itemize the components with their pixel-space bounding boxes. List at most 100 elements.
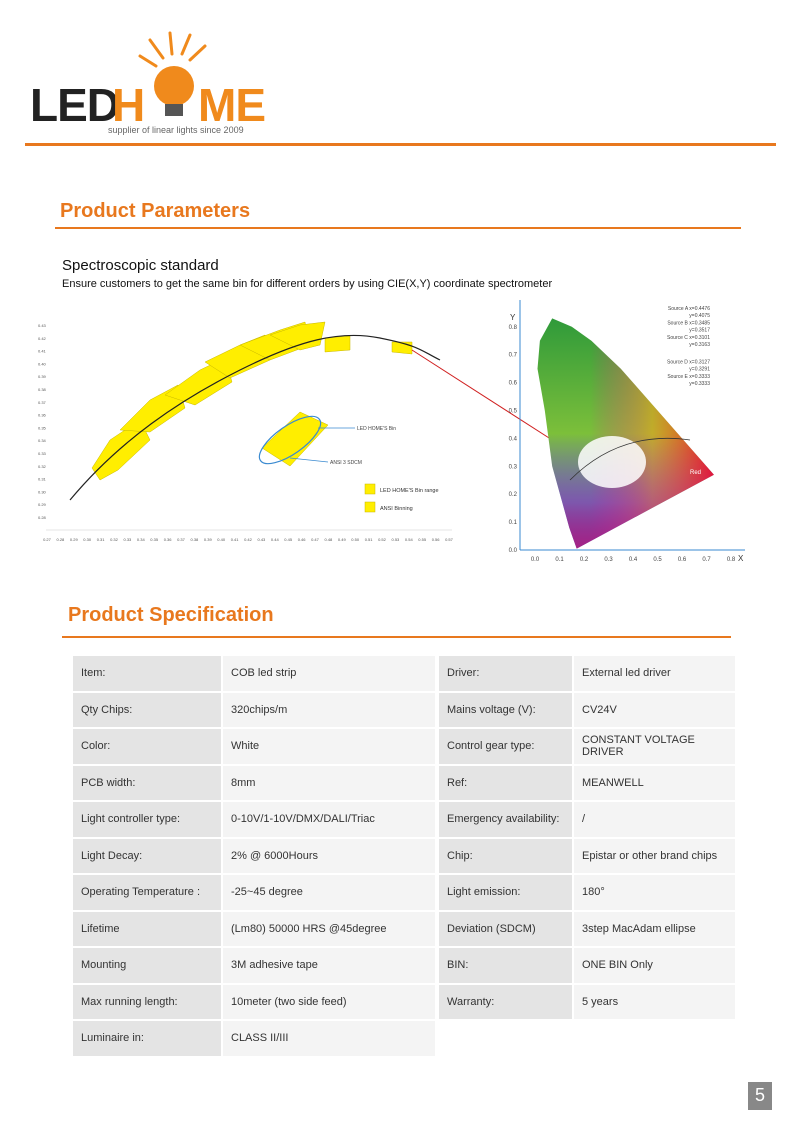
y-tick-label: 0.36 [38,413,47,418]
page-number: 5 [754,1085,765,1105]
x-tick-label: 0.53 [392,537,401,542]
spec-row: Max running length: 10meter (two side fee… [73,984,435,1019]
spec-row: Ref: MEANWELL [439,765,735,800]
source-label: y=0.3517 [689,328,710,334]
x-tick-label: 0.28 [57,537,66,542]
x-tick-label: 0.35 [150,537,159,542]
spec-row: Warranty: 5 years [439,984,735,1019]
x-tick-label: 0.55 [418,537,427,542]
spec-label: Light controller type: [73,802,221,837]
spec-table-left: Item: COB led strip Qty Chips: 320chips/m Co… [71,654,437,1058]
y-tick-label: 0.32 [38,464,47,469]
spec-value: CLASS II/III [223,1021,435,1056]
logo [138,31,207,116]
x-tick-label: 0.29 [70,537,79,542]
x-tick-label: 0.45 [284,537,293,542]
source-label: Source E x=0.3333 [667,374,710,380]
x-tick-label: 0.56 [432,537,441,542]
section-title: Product Specification [68,604,274,626]
x-tick-label: 0.46 [298,537,307,542]
y-tick-label: 0.29 [38,502,47,507]
y-axis-label: Y [510,313,516,322]
x-tick-label: 0.34 [137,537,146,542]
sdcm-label: ANSI 3 SDCM [330,460,362,466]
spec-row: Light controller type: 0-10V/1-10V/DMX/DA… [73,802,435,837]
x-tick-label: 0.47 [311,537,320,542]
logo-h: H [112,79,146,131]
x-tick-label: 0.27 [43,537,52,542]
spec-row: PCB width: 8mm [73,765,435,800]
y-tick-label: 0.39 [38,374,47,379]
x-tick-label: 0.31 [97,537,106,542]
header-rule [25,143,776,146]
spec-value: 180° [574,875,735,910]
spec-label: PCB width: [73,765,221,800]
spec-label: Warranty: [439,984,572,1019]
spec-label: Deviation (SDCM) [439,911,572,946]
x-tick-label: 0.51 [365,537,374,542]
spec-row: Driver: External led driver [439,656,735,691]
source-label: Source A x=0.4476 [668,306,710,312]
spec-value: 2% @ 6000Hours [223,838,435,873]
logo-led: LED [30,79,120,131]
spec-value: CONSTANT VOLTAGE DRIVER [574,729,735,764]
spec-label: Ref: [439,765,572,800]
spec-row: Emergency availability: / [439,802,735,837]
x-tick-label: 0.37 [177,537,186,542]
spec-label: Emergency availability: [439,802,572,837]
spec-row: BIN: ONE BIN Only [439,948,735,983]
spec-label: Light Decay: [73,838,221,873]
spec-label: Mains voltage (V): [439,692,572,727]
source-label: y=0.3333 [689,381,710,387]
x-tick-label: 0.50 [351,537,360,542]
y-tick-label: 0.2 [509,492,518,498]
y-tick-label: 0.34 [38,438,47,443]
spec-row: Lifetime (Lm80) 50000 HRS @45degree [73,911,435,946]
x-tick-label: 0.43 [258,537,267,542]
spec-value: 5 years [574,984,735,1019]
y-tick-label: 0.37 [38,400,47,405]
x-tick-label: 0.1 [555,557,564,563]
spec-label: Light emission: [439,875,572,910]
x-tick-label: 0.7 [702,557,711,563]
spec-value: ONE BIN Only [574,948,735,983]
source-label: Source C x=0.3101 [667,335,710,341]
spec-value: -25~45 degree [223,875,435,910]
spec-value: COB led strip [223,656,435,691]
spec-value: 10meter (two side feed) [223,984,435,1019]
spec-value: Epistar or other brand chips [574,838,735,873]
logo-tagline: supplier of linear lights since 2009 [108,125,244,135]
spec-value: CV24V [574,692,735,727]
spec-label: Lifetime [73,911,221,946]
source-label: y=0.3291 [689,367,710,373]
spec-row: Mains voltage (V): CV24V [439,692,735,727]
x-tick-label: 0.4 [629,557,638,563]
legend-label: LED HOME'S Bin range [380,488,439,494]
x-tick-label: 0.0 [531,557,540,563]
x-tick-label: 0.32 [110,537,119,542]
y-tick-label: 0.0 [509,548,518,554]
spec-row: Deviation (SDCM) 3step MacAdam ellipse [439,911,735,946]
y-tick-label: 0.4 [509,436,518,442]
source-label: y=0.3163 [689,342,710,348]
x-tick-label: 0.38 [191,537,200,542]
y-tick-label: 0.1 [509,520,518,526]
y-tick-label: 0.42 [38,336,47,341]
x-tick-label: 0.39 [204,537,213,542]
x-tick-label: 0.57 [445,537,454,542]
logo-me: ME [198,79,266,131]
spec-row: Light Decay: 2% @ 6000Hours [73,838,435,873]
spec-value: 3step MacAdam ellipse [574,911,735,946]
spec-label: Operating Temperature : [73,875,221,910]
source-label: Source D x=0.3127 [667,360,710,366]
section-rule [62,636,731,638]
x-tick-label: 0.52 [378,537,387,542]
spec-value: 8mm [223,765,435,800]
source-label: Source B x=0.3485 [667,321,710,327]
spec-row: Operating Temperature : -25~45 degree [73,875,435,910]
x-tick-label: 0.44 [271,537,280,542]
spec-label: Chip: [439,838,572,873]
y-tick-label: 0.35 [38,425,47,430]
x-tick-label: 0.2 [580,557,589,563]
